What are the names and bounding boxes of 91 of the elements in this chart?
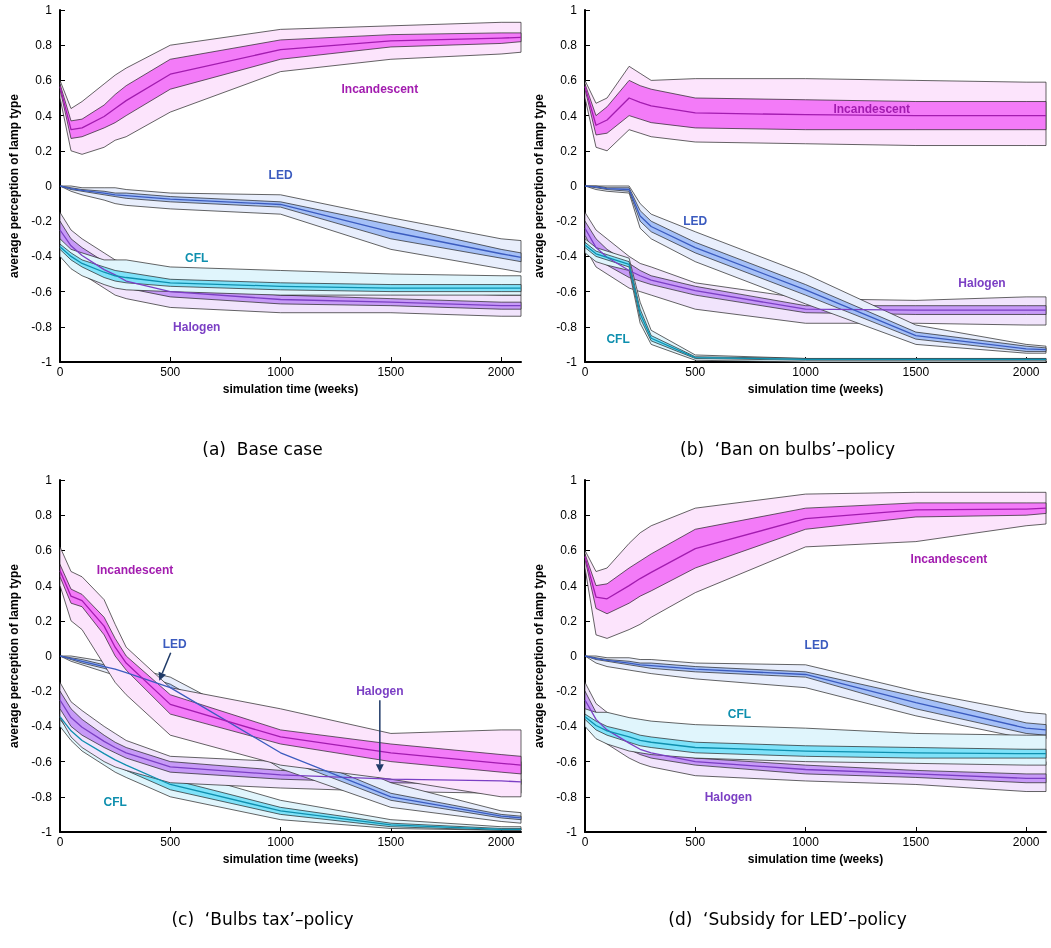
y-tick-label: -0.8 <box>31 789 53 804</box>
y-tick-label: -0.6 <box>31 284 53 299</box>
y-tick-label: 1 <box>45 473 53 487</box>
x-tick-label: 1500 <box>377 365 405 379</box>
text: Halogen <box>704 789 753 804</box>
y-tick-label: 0 <box>570 179 578 193</box>
y-tick-label: -1 <box>566 825 578 839</box>
x-tick-label: 2000 <box>1012 835 1040 849</box>
series-label: CFL <box>185 251 209 266</box>
y-tick-label: 0.6 <box>35 73 53 88</box>
y-tick-label: -0.2 <box>556 684 578 699</box>
y-tick-label: -1 <box>566 355 578 369</box>
x-tick-label: 500 <box>160 835 181 849</box>
x-tick-label: 2000 <box>487 365 515 379</box>
series-label: LED <box>804 638 829 653</box>
y-tick-label: -1 <box>41 355 53 369</box>
series-label: Halogen <box>958 275 1006 290</box>
y-tick-label: 1 <box>570 473 578 487</box>
text: (c) ‘Bulbs tax’–policy <box>171 908 354 929</box>
x-tick-label: 500 <box>685 835 706 849</box>
y-tick-label: 0.4 <box>560 578 578 593</box>
text: Incandescent <box>910 552 988 567</box>
text: LED <box>162 636 188 651</box>
y-tick-label: 0.4 <box>35 578 53 593</box>
y-tick-label: -0.4 <box>556 719 578 734</box>
y-tick-label: -0.8 <box>556 789 578 804</box>
y-tick-label: -0.2 <box>31 214 53 229</box>
text: CFL <box>103 795 127 810</box>
y-tick-label: -0.4 <box>31 249 53 264</box>
text: Incandescent <box>341 82 419 97</box>
y-tick-label: 0.8 <box>560 38 578 53</box>
y-tick-label: -0.8 <box>31 319 53 334</box>
text: (a) Base case <box>202 438 323 459</box>
text: (b) ‘Ban on bulbs’–policy <box>680 438 895 459</box>
y-tick-label: 0 <box>570 649 578 663</box>
text: Incandescent <box>96 562 174 577</box>
x-tick-label: 2000 <box>1012 365 1040 379</box>
y-tick-label: -0.4 <box>556 249 578 264</box>
x-tick-label: 500 <box>160 365 181 379</box>
y-tick-label: 1 <box>570 3 578 17</box>
x-tick-label: 1000 <box>792 365 820 379</box>
y-tick-label: 0.6 <box>560 73 578 88</box>
y-tick-label: 0.8 <box>35 508 53 523</box>
y-tick-label: -0.6 <box>556 284 578 299</box>
series-label: CFL <box>606 332 630 347</box>
y-tick-label: 0.4 <box>35 108 53 123</box>
y-tick-label: 0.4 <box>560 108 578 123</box>
x-tick-label: 0 <box>56 365 64 379</box>
y-tick-label: 0.2 <box>560 613 578 628</box>
x-tick-label: 1500 <box>377 835 405 849</box>
y-tick-label: 0 <box>45 179 53 193</box>
y-tick-label: -0.2 <box>31 684 53 699</box>
x-axis-title: simulation time (weeks) <box>747 851 884 866</box>
x-axis-title: simulation time (weeks) <box>222 851 359 866</box>
x-tick-label: 0 <box>581 365 589 379</box>
y-tick-label: 0.6 <box>560 543 578 558</box>
y-tick-label: 0 <box>45 649 53 663</box>
x-tick-label: 2000 <box>487 835 515 849</box>
series-label: Incandescent <box>833 101 911 116</box>
y-tick-label: 0.8 <box>35 38 53 53</box>
x-tick-label: 1500 <box>902 835 930 849</box>
y-tick-label: 0.2 <box>35 613 53 628</box>
x-tick-label: 500 <box>685 365 706 379</box>
y-tick-label: 0.2 <box>560 143 578 158</box>
y-tick-label: -0.6 <box>556 754 578 769</box>
y-axis-title: average perception of lamp type <box>532 563 546 749</box>
y-tick-label: -0.2 <box>556 214 578 229</box>
y-axis-title: average perception of lamp type <box>7 563 21 749</box>
x-tick-label: 0 <box>581 835 589 849</box>
series-label: LED <box>268 168 293 183</box>
y-axis-title: average perception of lamp type <box>7 93 21 279</box>
y-tick-label: -0.6 <box>31 754 53 769</box>
text: Halogen <box>356 684 404 699</box>
y-axis-title: average perception of lamp type <box>532 93 546 279</box>
x-tick-label: 1000 <box>267 835 295 849</box>
y-tick-label: -0.4 <box>31 719 53 734</box>
y-tick-label: -0.8 <box>556 319 578 334</box>
x-tick-label: 1000 <box>792 835 820 849</box>
series-label: LED <box>683 214 708 229</box>
x-tick-label: 1000 <box>267 365 295 379</box>
y-tick-label: 0.8 <box>560 508 578 523</box>
x-tick-label: 0 <box>56 835 64 849</box>
y-tick-label: 0.2 <box>35 143 53 158</box>
text: (d) ‘Subsidy for LED’–policy <box>668 908 907 929</box>
x-tick-label: 1500 <box>902 365 930 379</box>
x-axis-title: simulation time (weeks) <box>747 381 884 396</box>
text: Halogen <box>173 319 221 334</box>
y-tick-label: 0.6 <box>35 543 53 558</box>
x-axis-title: simulation time (weeks) <box>222 381 359 396</box>
y-tick-label: -1 <box>41 825 53 839</box>
y-tick-label: 1 <box>45 3 53 17</box>
